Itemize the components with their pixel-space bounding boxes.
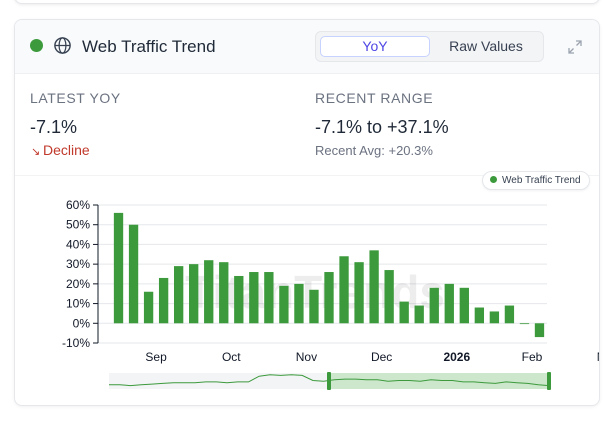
- bar: [519, 323, 530, 325]
- y-tick-label: 60%: [66, 198, 90, 212]
- bar: [384, 270, 394, 324]
- y-tick-label: 50%: [66, 218, 90, 232]
- x-tick-label: Nov: [296, 350, 317, 364]
- x-tick-label: Dec: [371, 350, 392, 364]
- globe-icon: [54, 37, 71, 54]
- yoy-toggle-button[interactable]: YoY: [320, 36, 430, 57]
- y-tick-label: 40%: [66, 237, 90, 251]
- y-tick-label: 20%: [66, 277, 90, 291]
- raw-values-toggle-button[interactable]: Raw Values: [449, 38, 523, 54]
- bar: [459, 287, 469, 324]
- expand-icon[interactable]: [568, 40, 582, 54]
- bar: [369, 250, 379, 324]
- bar: [444, 283, 454, 324]
- section-divider: [15, 175, 599, 176]
- view-toggle: YoY Raw Values: [315, 31, 544, 62]
- bar: [324, 272, 334, 324]
- x-tick-label: Feb: [522, 350, 543, 364]
- trend-label: Decline: [43, 142, 90, 158]
- bar: [309, 289, 319, 324]
- bar: [158, 277, 169, 324]
- bar: [128, 224, 139, 324]
- recent-range-label: RECENT RANGE: [315, 90, 434, 106]
- web-traffic-card: Web Traffic Trend YoY Raw Values LATEST …: [14, 19, 600, 406]
- bar: [249, 272, 259, 324]
- recent-average: Recent Avg: +20.3%: [315, 143, 433, 158]
- trend-indicator: ↘ Decline: [31, 142, 90, 158]
- bar: [279, 285, 289, 324]
- status-dot-icon: [30, 39, 43, 52]
- recent-range-value: -7.1% to +37.1%: [315, 117, 449, 137]
- bar: [354, 262, 364, 324]
- bar: [339, 256, 349, 324]
- x-tick-label: 2026: [443, 350, 470, 364]
- bar: [504, 305, 515, 324]
- bar: [474, 307, 485, 324]
- bar: [173, 266, 184, 324]
- bar: [219, 262, 229, 324]
- bar: [294, 283, 304, 324]
- widget-title: Web Traffic Trend: [82, 37, 216, 56]
- bar: [204, 260, 214, 324]
- chart-legend[interactable]: Web Traffic Trend: [482, 171, 590, 190]
- x-tick-label: Oct: [222, 350, 241, 364]
- bar: [143, 291, 154, 324]
- bar: [429, 287, 439, 324]
- legend-entry: Web Traffic Trend: [502, 175, 581, 186]
- bar: [113, 212, 124, 324]
- x-tick-label: Sep: [145, 350, 167, 364]
- navigator-handle[interactable]: [327, 372, 331, 390]
- navigator-handle[interactable]: [547, 372, 551, 390]
- bar: [489, 311, 500, 324]
- y-tick-label: 30%: [66, 257, 90, 271]
- latest-yoy-value: -7.1%: [30, 117, 78, 137]
- bar: [264, 272, 274, 324]
- y-tick-label: -10%: [62, 336, 90, 350]
- legend-swatch: [490, 176, 497, 183]
- y-tick-label: 10%: [66, 297, 90, 311]
- card-header: Web Traffic Trend YoY Raw Values: [15, 20, 599, 74]
- bar: [234, 275, 244, 324]
- previous-card-edge: [14, 0, 600, 4]
- bar-chart: -10%0%10%20%30%40%50%60%TitanTrendsSepOc…: [62, 198, 600, 390]
- bar: [414, 305, 424, 324]
- down-arrow-icon: ↘: [31, 146, 41, 158]
- latest-yoy-label: LATEST YOY: [30, 90, 121, 106]
- navigator-selection: [329, 373, 549, 389]
- x-tick-label: Mar: [597, 350, 600, 364]
- bar: [534, 323, 545, 338]
- bar: [399, 301, 409, 324]
- y-tick-label: 0%: [73, 316, 91, 330]
- bar: [189, 264, 199, 324]
